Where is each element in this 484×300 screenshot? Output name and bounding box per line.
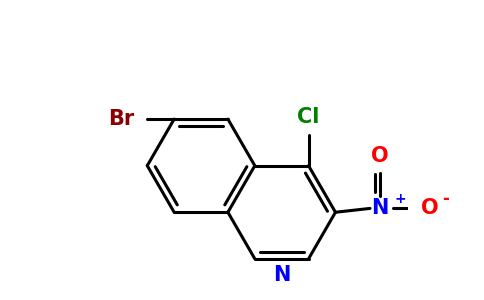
Text: N: N: [273, 265, 290, 285]
Text: N: N: [371, 198, 390, 218]
Text: O: O: [371, 146, 389, 166]
Text: Cl: Cl: [297, 107, 320, 127]
Text: Br: Br: [108, 109, 135, 129]
Text: Br: Br: [106, 109, 135, 129]
Text: N: N: [272, 265, 291, 285]
Text: O: O: [421, 198, 439, 218]
Text: +: +: [394, 192, 406, 206]
Text: Cl: Cl: [297, 107, 320, 127]
Text: N: N: [372, 198, 389, 218]
Text: -: -: [442, 190, 449, 208]
Text: O: O: [421, 198, 440, 218]
Text: O: O: [371, 146, 390, 166]
